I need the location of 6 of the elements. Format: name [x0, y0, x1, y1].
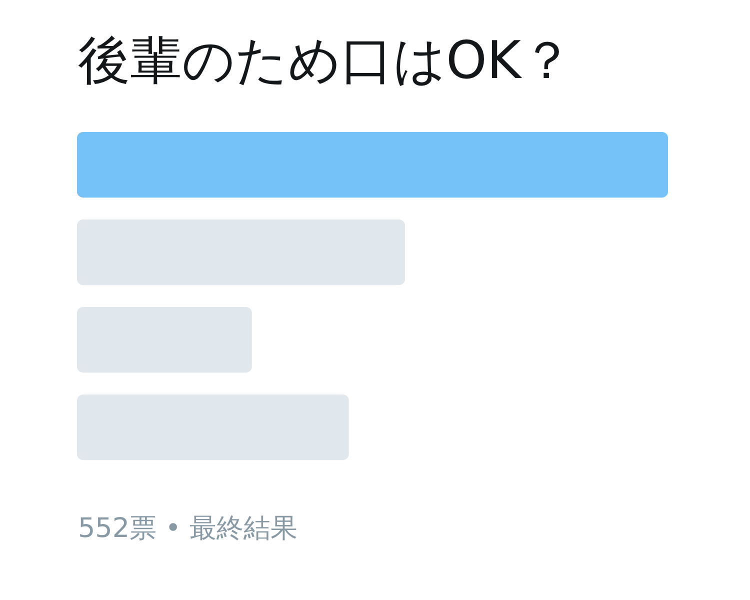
bar: [77, 219, 406, 286]
bar: [77, 132, 668, 198]
bar: [77, 306, 252, 373]
chart-title: 後輩のため口はOK？: [78, 30, 574, 92]
bar: [77, 394, 349, 460]
text: 552票 • 最終結果: [78, 512, 298, 546]
